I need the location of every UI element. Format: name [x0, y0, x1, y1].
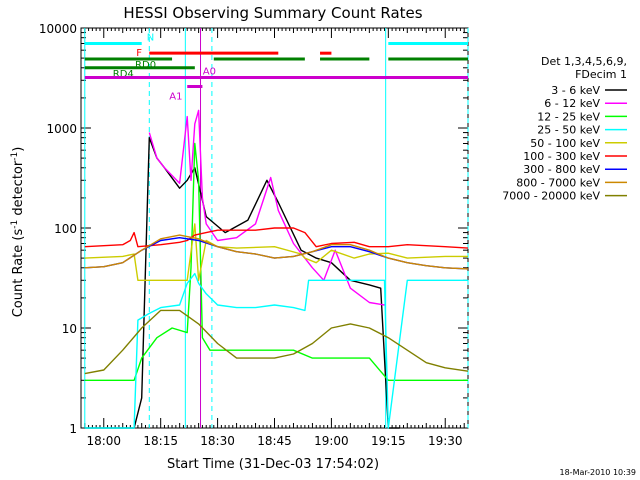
state-bar-label-a1: A1	[169, 92, 182, 103]
legend-label: 6 - 12 keV	[544, 97, 600, 110]
legend-label: 300 - 800 keV	[523, 163, 600, 176]
series-line-12-25-kev	[84, 142, 468, 381]
y-tick-label: 1000	[46, 122, 77, 136]
vertical-markers	[84, 28, 469, 428]
axis-ticks: 18:00 18:15 18:30 18:45 19:00 19:15 19:30 1 10 10…	[39, 22, 469, 448]
series-line-100-300-kev	[84, 227, 469, 249]
y-axis-label-end: )	[11, 147, 26, 152]
legend-label: 12 - 25 keV	[537, 110, 600, 123]
x-tick-label: 19:00	[314, 434, 349, 448]
legend-header-2: FDecim 1	[575, 68, 627, 81]
series-line-300-800-kev	[84, 236, 469, 270]
y-axis-label: Count Rate (s-1 detector-1)	[10, 147, 26, 318]
series-lines	[84, 109, 469, 429]
x-tick-label: 18:15	[143, 434, 178, 448]
series-line-7000-20000-kev	[84, 309, 469, 375]
x-tick-label: 18:45	[257, 434, 292, 448]
legend-label: 800 - 7000 keV	[516, 176, 600, 189]
state-bar-label-f: F	[136, 48, 142, 59]
x-tick-label: 19:30	[428, 434, 463, 448]
state-bar-label-a0: A0	[203, 66, 216, 77]
y-axis-label-mid: detector	[11, 160, 26, 220]
footer-timestamp: 18-Mar-2010 10:39	[560, 468, 637, 477]
state-bar-label-rd0: RD0	[135, 60, 156, 71]
series-line-50-100-kev	[84, 223, 468, 281]
y-tick-label: 1	[69, 422, 77, 436]
y-axis-label-sup2: -1	[10, 152, 20, 161]
legend-label: 7000 - 20000 keV	[502, 190, 600, 203]
legend-label: 25 - 50 keV	[537, 124, 600, 137]
y-tick-label: 100	[54, 222, 77, 236]
series-line-3-6-kev	[84, 136, 400, 429]
series-line-800-7000-kev	[84, 234, 469, 270]
x-axis-label: Start Time (31-Dec-03 17:54:02)	[167, 457, 379, 472]
legend-label: 3 - 6 keV	[551, 84, 600, 97]
x-tick-label: 18:30	[200, 434, 235, 448]
legend-header-1: Det 1,3,4,5,6,9,	[541, 55, 627, 68]
y-tick-label: 10000	[39, 22, 77, 36]
chart-title: HESSI Observing Summary Count Rates	[123, 4, 422, 22]
y-axis-label-main: Count Rate (s	[11, 229, 26, 318]
state-bar-label-rd4: RD4	[113, 69, 134, 80]
series-line-6-12-kev	[148, 109, 385, 306]
state-bar-label-n: N	[147, 32, 154, 43]
series-line-25-50-kev	[84, 272, 468, 429]
x-tick-label: 19:15	[371, 434, 406, 448]
y-axis-label-sup: -1	[10, 220, 20, 229]
legend-label: 100 - 300 keV	[523, 150, 600, 163]
x-tick-label: 18:00	[86, 434, 121, 448]
y-tick-label: 10	[62, 322, 77, 336]
legend-label: 50 - 100 keV	[530, 137, 600, 150]
